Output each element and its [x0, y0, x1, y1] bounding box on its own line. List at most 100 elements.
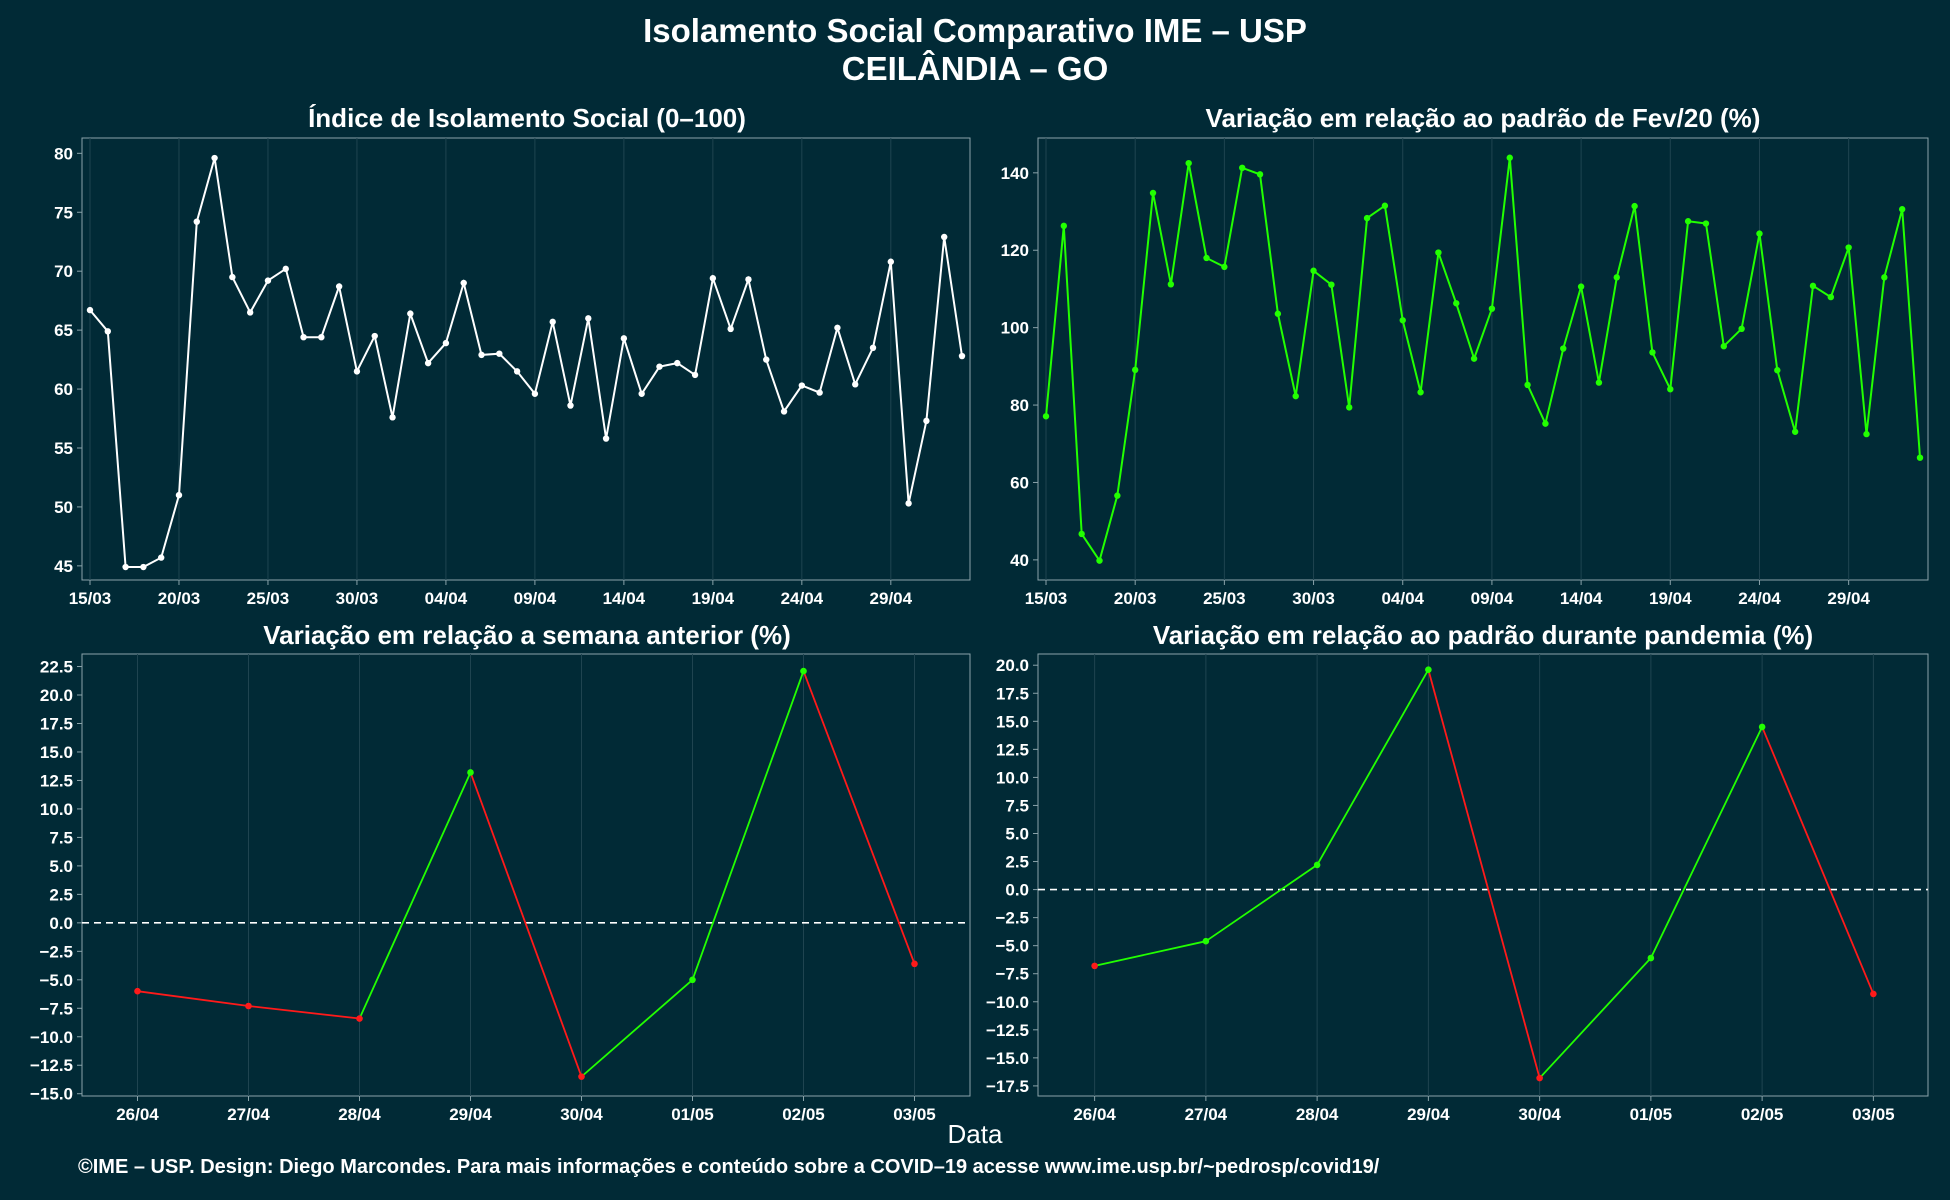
data-point: [1774, 367, 1781, 374]
data-point: [1649, 349, 1656, 356]
data-point: [816, 389, 823, 396]
x-tick-label: 15/03: [69, 589, 112, 608]
data-point: [1435, 249, 1442, 256]
x-tick-label: 03/05: [893, 1105, 936, 1124]
y-tick-label: 5.0: [49, 857, 73, 876]
panel-title-variation-feb: Variação em relação ao padrão de Fev/20 …: [1205, 103, 1761, 133]
data-point: [513, 368, 521, 375]
data-point: [1149, 189, 1157, 197]
y-tick-label: 100: [1001, 319, 1029, 338]
x-tick-label: 15/03: [1025, 589, 1068, 608]
data-point: [122, 563, 129, 571]
figure-title: Isolamento Social Comparativo IME – USP: [643, 12, 1307, 49]
y-tick-label: −12.5: [30, 1056, 73, 1075]
data-point: [763, 356, 770, 363]
data-point: [356, 1015, 363, 1022]
data-point: [1470, 355, 1478, 362]
data-point: [246, 309, 254, 316]
series-segment: [137, 990, 249, 1007]
data-point: [1524, 381, 1531, 389]
chart-panel-0: 15/03 20/03 25/03 30/03 04/04 09/04 14/04 19/04…: [54, 137, 971, 608]
y-tick-label: 80: [1010, 396, 1029, 415]
data-point: [1881, 274, 1888, 281]
x-tick-label: 29/04: [449, 1105, 492, 1124]
y-tick-label: 12.5: [996, 740, 1029, 759]
x-tick-label: 27/04: [227, 1105, 270, 1124]
series-segment: [1205, 864, 1318, 942]
series-segment: [1538, 957, 1652, 1079]
data-point: [1239, 164, 1246, 172]
series-segment: [469, 772, 583, 1077]
data-point: [1560, 345, 1567, 352]
data-point: [1756, 230, 1763, 237]
y-tick-label: 2.5: [1005, 853, 1029, 872]
series-segment: [691, 670, 805, 981]
y-tick-label: 65: [54, 321, 73, 340]
y-tick-label: 120: [1001, 241, 1029, 260]
data-point: [478, 351, 485, 359]
data-point: [1870, 990, 1877, 998]
data-point: [1363, 214, 1371, 222]
data-point: [245, 1002, 252, 1010]
data-point: [852, 381, 859, 388]
y-tick-label: 17.5: [40, 714, 73, 733]
x-axis-label: Data: [947, 1119, 1003, 1149]
x-tick-label: 29/04: [1407, 1105, 1450, 1124]
y-tick-label: −7.5: [39, 999, 73, 1018]
data-point: [656, 363, 663, 370]
x-tick-label: 20/03: [158, 589, 201, 608]
data-point: [1346, 404, 1353, 411]
data-point: [1185, 159, 1192, 167]
data-point: [638, 390, 645, 397]
y-tick-label: 7.5: [1005, 796, 1029, 815]
x-tick-label: 04/04: [425, 589, 468, 608]
x-tick-label: 30/04: [560, 1105, 603, 1124]
data-point: [1809, 282, 1817, 290]
data-point: [780, 408, 788, 415]
y-tick-label: 60: [54, 380, 73, 399]
data-point: [353, 368, 361, 375]
y-tick-label: 20.0: [996, 656, 1029, 675]
data-point: [1256, 171, 1264, 178]
data-point: [549, 318, 556, 326]
data-point: [727, 325, 734, 333]
data-point: [887, 258, 895, 265]
y-tick-label: −7.5: [995, 965, 1029, 984]
series-line: [89, 157, 963, 568]
data-point: [567, 402, 574, 409]
y-tick-label: 55: [54, 439, 73, 458]
x-tick-label: 02/05: [1741, 1105, 1784, 1124]
data-point: [1221, 263, 1228, 271]
y-tick-label: 45: [54, 557, 73, 576]
data-point: [798, 382, 806, 389]
data-point: [282, 265, 289, 273]
y-tick-label: 15.0: [996, 712, 1029, 731]
x-tick-label: 29/04: [1827, 589, 1870, 608]
x-tick-label: 25/03: [1203, 589, 1246, 608]
y-tick-label: −15.0: [30, 1085, 73, 1104]
y-tick-label: −10.0: [986, 993, 1029, 1012]
x-tick-label: 14/04: [603, 589, 646, 608]
x-tick-label: 24/04: [781, 589, 824, 608]
y-tick-label: 2.5: [49, 885, 73, 904]
panel-border: [81, 653, 971, 1097]
y-tick-label: −15.0: [986, 1049, 1029, 1068]
y-tick-label: −12.5: [986, 1021, 1029, 1040]
y-tick-label: 0.0: [49, 914, 73, 933]
data-point: [585, 315, 592, 322]
data-point: [1647, 954, 1655, 962]
data-point: [104, 328, 111, 335]
data-point: [1916, 454, 1924, 461]
y-tick-label: −2.5: [39, 942, 73, 961]
data-point: [1577, 283, 1585, 290]
data-point: [1702, 220, 1710, 227]
x-tick-label: 14/04: [1560, 589, 1603, 608]
data-point: [1167, 281, 1175, 288]
data-point: [1096, 557, 1103, 564]
y-tick-label: 15.0: [40, 743, 73, 762]
data-point: [1631, 202, 1638, 210]
data-point: [911, 960, 918, 968]
data-point: [193, 218, 200, 225]
data-point: [318, 333, 325, 341]
